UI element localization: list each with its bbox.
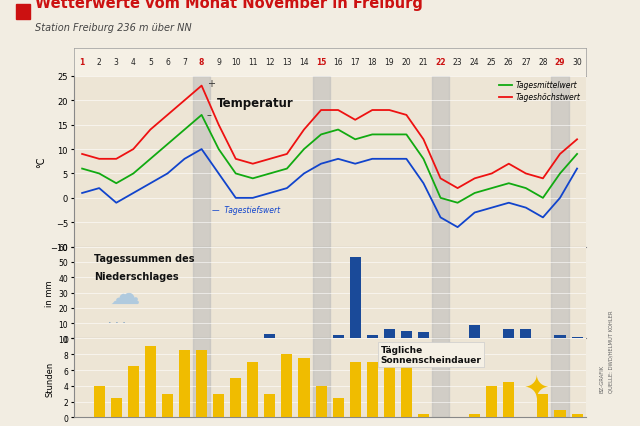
Bar xyxy=(193,77,210,247)
Bar xyxy=(213,394,224,417)
Bar xyxy=(552,339,568,417)
Bar xyxy=(111,398,122,417)
Text: 17: 17 xyxy=(350,58,360,67)
Bar xyxy=(312,339,330,417)
Text: 19: 19 xyxy=(385,58,394,67)
Text: Tagessummen des: Tagessummen des xyxy=(94,253,195,263)
Bar xyxy=(401,358,412,417)
Bar xyxy=(282,354,292,417)
Text: ☁: ☁ xyxy=(109,280,140,309)
Bar xyxy=(349,258,361,339)
Bar xyxy=(316,386,326,417)
Bar xyxy=(486,386,497,417)
Bar xyxy=(312,247,330,339)
Text: 22: 22 xyxy=(435,58,446,67)
Bar xyxy=(128,366,139,417)
Text: · · ·: · · · xyxy=(108,317,126,327)
Bar xyxy=(469,414,480,417)
Text: 4: 4 xyxy=(131,58,136,67)
Text: ✦: ✦ xyxy=(524,373,550,402)
Bar xyxy=(554,410,566,417)
Text: 21: 21 xyxy=(419,58,428,67)
Y-axis label: in mm: in mm xyxy=(45,279,54,306)
Bar xyxy=(349,362,361,417)
Y-axis label: °C: °C xyxy=(36,156,46,167)
Bar xyxy=(162,394,173,417)
Bar xyxy=(93,386,105,417)
Text: 15: 15 xyxy=(316,58,326,67)
Bar xyxy=(196,351,207,417)
Bar xyxy=(469,325,480,339)
Bar xyxy=(432,339,449,417)
Bar xyxy=(247,362,259,417)
Text: BZ-GRAFIK: BZ-GRAFIK xyxy=(599,364,604,392)
Text: 12: 12 xyxy=(265,58,275,67)
Bar xyxy=(418,333,429,339)
Text: 10: 10 xyxy=(231,58,241,67)
Text: 7: 7 xyxy=(182,58,187,67)
Bar xyxy=(418,414,429,417)
Bar xyxy=(367,362,378,417)
Text: —  Tagestiefswert: — Tagestiefswert xyxy=(212,205,280,214)
Text: 1: 1 xyxy=(79,58,84,67)
Text: 28: 28 xyxy=(538,58,548,67)
Bar xyxy=(298,358,310,417)
Bar xyxy=(384,330,395,339)
Text: 18: 18 xyxy=(367,58,377,67)
Text: 13: 13 xyxy=(282,58,292,67)
Bar xyxy=(384,358,395,417)
Text: 16: 16 xyxy=(333,58,343,67)
Bar xyxy=(432,247,449,339)
Text: 6: 6 xyxy=(165,58,170,67)
Bar xyxy=(179,351,190,417)
Text: Niederschlages: Niederschlages xyxy=(94,272,179,282)
Text: Wetterwerte vom Monat November in Freiburg: Wetterwerte vom Monat November in Freibu… xyxy=(35,0,423,11)
Text: 14: 14 xyxy=(299,58,309,67)
Bar xyxy=(572,414,582,417)
Bar xyxy=(230,378,241,417)
Text: 9: 9 xyxy=(216,58,221,67)
Legend: Tagesmittelwert, Tageshöchstwert: Tagesmittelwert, Tageshöchstwert xyxy=(498,81,582,103)
Text: 11: 11 xyxy=(248,58,257,67)
Text: 8: 8 xyxy=(199,58,204,67)
Bar xyxy=(520,330,531,339)
Bar xyxy=(503,382,515,417)
Bar xyxy=(367,336,378,339)
Text: 25: 25 xyxy=(487,58,497,67)
Text: 5: 5 xyxy=(148,58,153,67)
Bar xyxy=(193,339,210,417)
Y-axis label: Stunden: Stunden xyxy=(45,360,54,396)
Bar xyxy=(552,77,568,247)
Text: Temperatur: Temperatur xyxy=(217,97,294,110)
Text: 23: 23 xyxy=(452,58,463,67)
Bar xyxy=(503,330,515,339)
Bar xyxy=(538,394,548,417)
Bar xyxy=(572,337,582,339)
Text: 3: 3 xyxy=(114,58,118,67)
Text: 26: 26 xyxy=(504,58,514,67)
Bar xyxy=(264,334,275,339)
Text: 20: 20 xyxy=(401,58,412,67)
Bar xyxy=(552,247,568,339)
Bar xyxy=(193,247,210,339)
Text: –: – xyxy=(207,109,212,120)
Bar xyxy=(401,331,412,339)
Bar xyxy=(312,77,330,247)
Bar xyxy=(264,394,275,417)
Text: Tägliche
Sonnenscheindauer: Tägliche Sonnenscheindauer xyxy=(381,345,482,364)
Bar xyxy=(554,336,566,339)
Bar xyxy=(432,77,449,247)
Text: 30: 30 xyxy=(572,58,582,67)
Text: QUELLE: DWD/HELMUT KOHLER: QUELLE: DWD/HELMUT KOHLER xyxy=(609,310,614,392)
Bar xyxy=(333,336,344,339)
Text: 27: 27 xyxy=(521,58,531,67)
Text: 24: 24 xyxy=(470,58,479,67)
Text: +: + xyxy=(207,79,215,89)
Text: Station Freiburg 236 m über NN: Station Freiburg 236 m über NN xyxy=(35,23,192,33)
Bar xyxy=(333,398,344,417)
Text: 2: 2 xyxy=(97,58,102,67)
Text: 29: 29 xyxy=(555,58,565,67)
Bar xyxy=(145,347,156,417)
